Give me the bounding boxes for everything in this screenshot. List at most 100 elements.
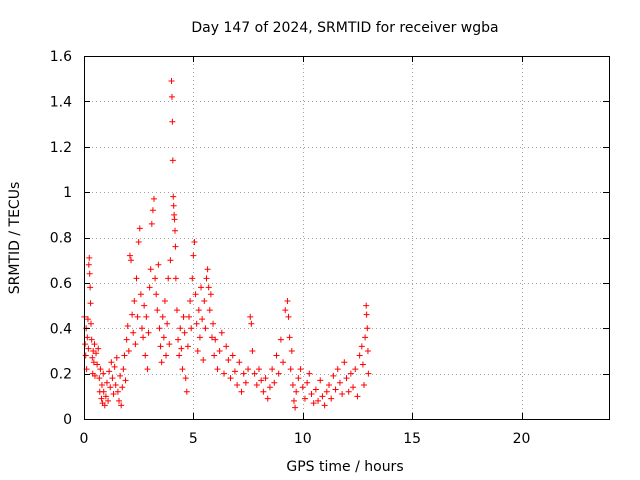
data-point (221, 370, 227, 377)
data-point (205, 284, 212, 291)
data-point (147, 266, 154, 273)
data-point (106, 368, 113, 375)
data-point (146, 284, 153, 291)
data-point (135, 239, 142, 246)
x-tick-label: 10 (294, 431, 312, 447)
data-point (105, 397, 112, 404)
data-point (253, 381, 260, 388)
data-point (260, 388, 267, 395)
data-point (132, 341, 139, 348)
data-point (189, 275, 196, 282)
data-point (170, 202, 177, 209)
y-tick-labels: 0 0.2 0.4 0.6 0.8 1 1.2 1.4 1.6 (50, 49, 72, 428)
data-point (238, 388, 245, 395)
data-point (312, 386, 319, 393)
data-point (336, 379, 343, 386)
data-point (266, 384, 273, 391)
data-point (365, 370, 372, 377)
data-point (117, 372, 124, 379)
data-point (223, 343, 230, 350)
data-point (82, 341, 89, 348)
data-point (98, 395, 105, 402)
data-point (212, 336, 219, 343)
data-point (176, 352, 183, 359)
data-point (289, 381, 296, 388)
data-point (121, 352, 128, 359)
data-point (172, 227, 178, 234)
data-point (123, 336, 130, 343)
y-tick-label: 1.2 (50, 140, 72, 156)
data-point (171, 216, 178, 223)
x-tick-label: 15 (403, 431, 421, 447)
data-point (258, 377, 265, 384)
data-point (91, 341, 98, 348)
data-point (229, 352, 236, 359)
data-point (136, 225, 143, 232)
data-point (114, 388, 121, 395)
data-point (339, 391, 346, 398)
data-point (90, 359, 97, 366)
data-point (328, 395, 335, 402)
data-point (288, 347, 295, 354)
y-axis-label: SRMTID / TECUs (7, 182, 23, 295)
data-point (284, 298, 291, 305)
data-point (317, 377, 324, 384)
x-tick-labels: 0 5 10 15 20 (80, 431, 531, 447)
data-point (218, 329, 225, 336)
data-point (206, 307, 213, 314)
data-point (177, 325, 184, 332)
data-point (116, 397, 122, 404)
data-point (245, 366, 252, 373)
data-point (126, 252, 133, 259)
data-point (287, 366, 294, 373)
data-point (182, 375, 189, 382)
data-point (167, 257, 174, 264)
data-point (358, 343, 365, 350)
data-point (159, 313, 166, 320)
data-point (361, 381, 367, 388)
data-point (231, 368, 238, 375)
data-points (81, 77, 372, 411)
data-point (109, 375, 116, 382)
data-point (196, 334, 203, 341)
x-axis-label: GPS time / hours (286, 459, 403, 475)
data-point (363, 302, 370, 309)
data-point (163, 352, 170, 359)
data-point (134, 313, 141, 320)
data-point (359, 361, 366, 368)
data-point (119, 384, 126, 391)
data-point (187, 298, 194, 305)
data-point (240, 370, 247, 377)
data-point (330, 372, 337, 379)
data-point (225, 357, 232, 364)
data-point (100, 370, 107, 377)
data-point (152, 275, 159, 282)
data-point (306, 370, 313, 377)
data-point (154, 307, 161, 314)
data-point (323, 388, 330, 395)
plot-frame (84, 56, 610, 420)
data-point (201, 298, 208, 305)
data-point (297, 366, 304, 373)
data-point (138, 325, 145, 332)
data-point (345, 388, 352, 395)
data-point (141, 302, 148, 309)
y-tick-label: 0.8 (50, 231, 72, 247)
data-point (350, 384, 357, 391)
y-tick-label: 0.2 (50, 367, 72, 383)
data-point (112, 381, 119, 388)
data-point (293, 388, 300, 395)
data-point (97, 366, 104, 373)
data-point (87, 284, 94, 291)
data-point (172, 275, 179, 282)
data-point (161, 298, 168, 305)
data-point (200, 357, 207, 364)
data-point (273, 352, 280, 359)
y-tick-label: 1 (63, 185, 72, 201)
data-point (164, 320, 171, 327)
data-point (128, 257, 135, 264)
data-point (192, 291, 199, 298)
data-point (179, 366, 186, 373)
data-point (194, 347, 201, 354)
